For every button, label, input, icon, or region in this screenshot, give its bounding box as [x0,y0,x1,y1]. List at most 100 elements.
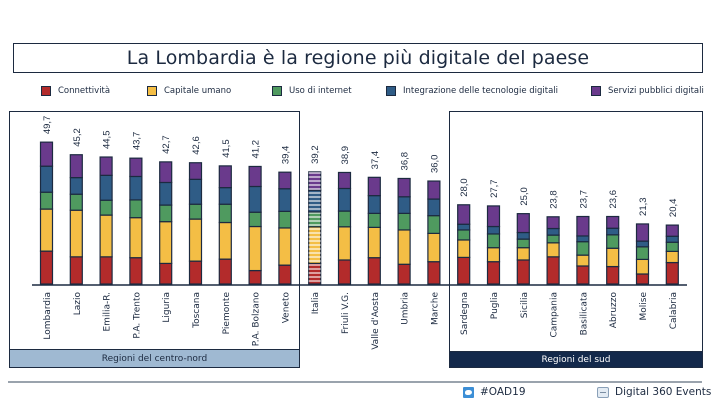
bar-segment-piemonte-4 [218,165,232,189]
value-label-campania: 23,8 [549,190,560,209]
bar-segment-p-a-trento-4 [129,157,143,178]
category-label-piemonte: Piemonte [222,292,232,335]
bar-segment-sardegna-4 [457,204,471,225]
legend-label: Uso di internet [289,86,352,96]
legend-label: Servizi pubblici digitali [608,86,704,96]
bar-segment-valle-d-aosta-2 [367,212,381,228]
category-label-basilicata: Basilicata [579,292,589,335]
bar-segment-sicilia-1 [516,247,530,261]
bar-segment-sardegna-1 [457,239,471,259]
bar-segment-emilia-r-3 [99,174,113,201]
value-label-umbria: 36,8 [400,152,411,171]
bar-segment-veneto-1 [278,227,292,266]
category-label-lazio: Lazio [73,292,83,316]
bar-segment-liguria-0 [159,262,173,285]
bar-segment-puglia-4 [486,205,501,228]
bar-segment-p-a-trento-2 [129,199,143,219]
category-label-marche: Marche [430,292,440,325]
value-label-lombardia: 49,7 [42,116,53,135]
bar-segment-valle-d-aosta-0 [367,257,381,285]
bar-segment-lazio-2 [69,193,83,211]
bar-segment-valle-d-aosta-4 [367,176,381,197]
bar-segment-emilia-r-0 [99,256,113,285]
bar-segment-calabria-0 [665,261,679,285]
bar-segment-molise-1 [635,258,650,275]
bar-segment-lazio-3 [69,177,83,195]
bar-segment-campania-3 [546,227,560,236]
bar-segment-liguria-2 [159,204,173,223]
bar-segment-toscana-1 [188,218,203,262]
legend-swatch-icon [386,86,396,96]
legend-swatch-icon [591,86,601,96]
category-label-emilia-r: Emilia-R. [103,292,113,332]
bar-segment-sardegna-0 [457,256,471,285]
bar-segment-calabria-2 [665,241,679,252]
bar-segment-marche-4 [427,180,441,200]
category-label-molise: Molise [639,292,649,321]
value-label-molise: 21,3 [638,197,649,216]
bar-segment-veneto-0 [278,264,292,285]
legend-item-capitale-umano: Capitale umano [147,86,231,96]
bar-segment-liguria-1 [159,221,173,265]
footer-brand[interactable]: Digital 360 Events [597,386,711,398]
bar-segment-basilicata-1 [576,254,590,267]
bar-segment-toscana-0 [188,260,203,285]
bar-segment-marche-0 [427,261,441,285]
bar-hatch-italia-0 [308,263,321,284]
value-label-p-a-bolzano: 41,2 [251,140,262,159]
legend-label: Integrazione delle tecnologie digitali [403,86,559,96]
bar-segment-lazio-1 [69,209,83,258]
category-label-p-a-bolzano: P.A. Bolzano [252,292,262,347]
bar-segment-toscana-2 [188,203,203,220]
legend-swatch-icon [272,86,282,96]
twitter-icon [463,386,474,398]
bar-segment-abruzzo-4 [606,215,620,229]
value-label-sicilia: 25,0 [519,187,530,206]
bar-segment-basilicata-3 [576,235,590,243]
bar-segment-toscana-3 [188,178,203,205]
bar-segment-abruzzo-1 [606,247,620,268]
category-label-umbria: Umbria [401,292,411,325]
bar-segment-p-a-bolzano-1 [248,225,262,272]
legend-swatch-icon [41,86,51,96]
category-label-lombardia: Lombardia [43,292,53,340]
legend-label: Capitale umano [164,86,232,96]
legend-item-connettivita: Connettività [41,86,110,96]
bar-segment-calabria-1 [665,250,679,264]
bar-segment-sicilia-2 [516,238,530,249]
hashtag-text: #OAD19 [480,386,526,398]
bar-segment-molise-0 [635,273,650,285]
bar-segment-toscana-4 [188,162,203,180]
bar-segment-lazio-4 [69,154,83,179]
footer-hashtag[interactable]: #OAD19 [463,386,526,398]
bar-segment-piemonte-2 [218,203,232,224]
bar-segment-molise-4 [635,223,650,242]
bar-segment-basilicata-2 [576,241,590,256]
bar-segment-p-a-trento-3 [129,175,143,201]
value-label-italia: 39,2 [310,145,321,164]
category-label-p-a-trento: P.A. Trento [132,292,142,339]
category-label-liguria: Liguria [162,292,172,323]
bar-segment-umbria-4 [397,177,411,198]
legend-item-servizi-pubblici: Servizi pubblici digitali [591,86,704,96]
bar-segment-puglia-0 [486,261,501,285]
value-label-p-a-trento: 43,7 [131,132,142,151]
bar-hatch-italia-4 [308,171,321,191]
bar-segment-sardegna-2 [457,229,471,241]
digital360-logo-icon [597,386,609,398]
bar-segment-marche-2 [427,215,441,234]
bar-segment-p-a-trento-0 [129,257,143,285]
value-label-puglia: 27,7 [489,179,500,198]
bar-hatch-italia-3 [308,190,321,212]
bar-segment-basilicata-0 [576,265,590,285]
value-label-lazio: 45,2 [72,128,83,147]
bar-segment-liguria-3 [159,181,173,206]
bar-segment-sicilia-3 [516,231,530,240]
bar-segment-umbria-2 [397,212,411,231]
bar-segment-sicilia-0 [516,259,530,285]
category-label-friuli-v-g: Friuli V.G. [341,292,351,334]
bar-segment-puglia-1 [486,247,501,263]
bar-segment-umbria-0 [397,263,411,285]
bar-segment-lombardia-2 [39,191,54,210]
bar-segment-marche-3 [427,198,441,217]
